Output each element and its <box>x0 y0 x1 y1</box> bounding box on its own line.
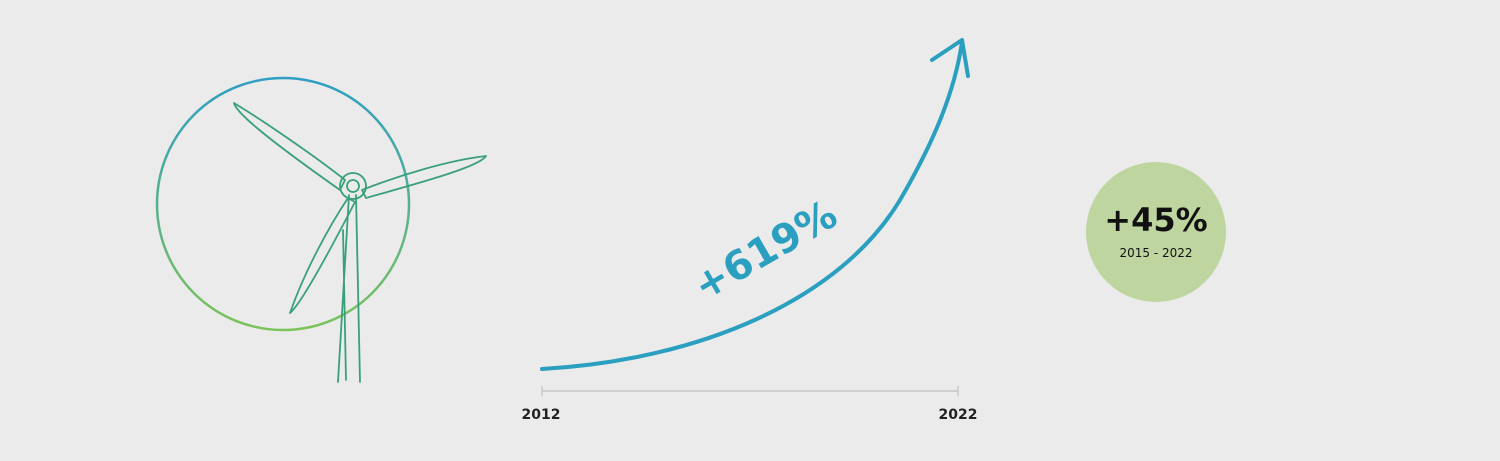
hub-center <box>346 179 360 193</box>
blade <box>361 155 487 199</box>
badge-period: 2015 - 2022 <box>1119 246 1192 260</box>
badge-circle <box>1086 162 1226 302</box>
hub <box>339 172 367 200</box>
blade <box>233 102 346 191</box>
blade <box>289 197 356 314</box>
start-year: 2012 <box>522 407 561 423</box>
badge-value: +45% <box>1104 201 1207 239</box>
growth-curve <box>540 40 964 371</box>
arrow-head <box>930 38 970 78</box>
turbine-icon <box>155 76 487 383</box>
icon-ring <box>155 76 411 332</box>
tower <box>337 194 361 383</box>
end-year: 2022 <box>939 407 978 423</box>
